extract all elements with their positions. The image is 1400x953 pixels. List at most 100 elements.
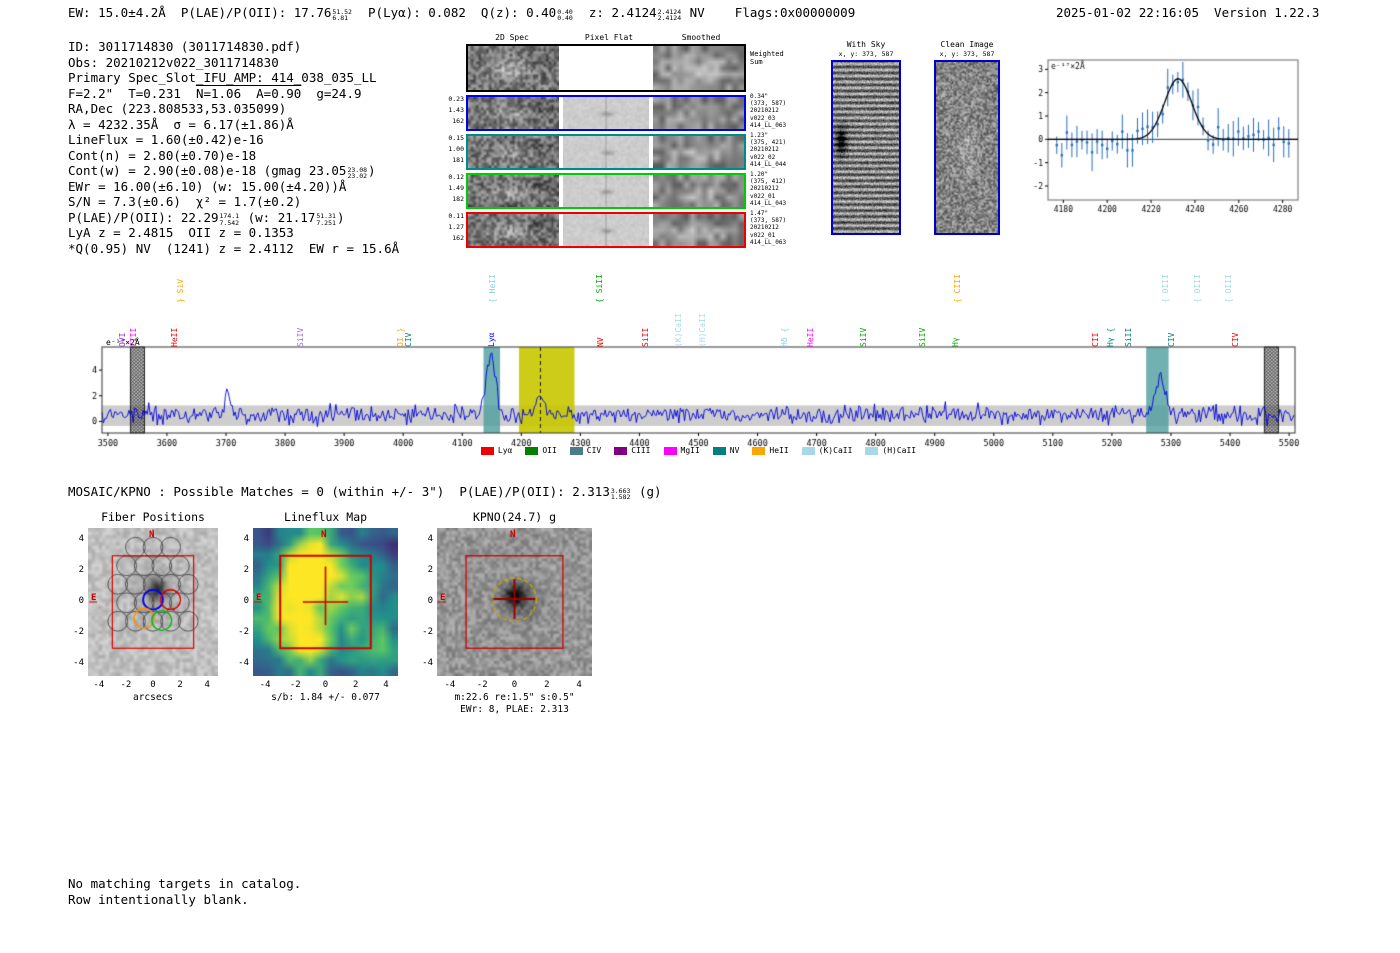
x-axis-tick-label: -4 — [444, 680, 456, 690]
pixel-flat-cutout — [563, 175, 649, 207]
x-axis-tick-label: 2 — [544, 680, 550, 690]
spectral-line-label: Lyα — [486, 332, 496, 347]
fiber-weight-value: 0.23 — [448, 95, 464, 103]
spectral-line-label: SiII — [641, 327, 651, 347]
legend-label: NV — [729, 446, 740, 455]
spectral-line-label: { SiII — [595, 274, 605, 303]
info-line: RA,Dec (223.808533,53.035099) — [68, 101, 399, 117]
text-segment: ) — [336, 209, 345, 225]
y-axis-tick-label: -2 — [422, 626, 433, 637]
fiber-id-line: 20210212 — [750, 107, 779, 115]
fiber-id-line: 414_LL_063 — [750, 238, 787, 246]
fiber-id-line: 1.23" — [750, 132, 769, 139]
header-datetime: 2025-01-02 22:16:05 Version 1.22.3 — [1056, 5, 1320, 20]
range-high: 2.4124 — [657, 7, 682, 16]
spectral-line-label: CIV — [1230, 332, 1240, 347]
value-range: 51.31 7.251 — [316, 213, 336, 226]
footer-line: No matching targets in catalog. — [68, 876, 302, 891]
lineflux-map-title: Lineflux Map — [283, 510, 368, 524]
spectral-line-label: { OIII — [1223, 274, 1233, 303]
spectral-line-label: CIII — [128, 327, 138, 347]
legend-swatch — [525, 446, 539, 455]
with-sky-panel — [831, 60, 901, 235]
kpno-east-label: E — [440, 593, 446, 603]
spectral-line-label: OVI — [118, 332, 128, 347]
spectral-line-label: SiII — [1124, 327, 1134, 347]
spectral-line-label: Hγ { — [1105, 327, 1115, 347]
info-line: *Q(0.95) NV (1241) z = 2.4112 EW r = 15.… — [68, 241, 399, 257]
y-axis-tick-label: -2 — [238, 626, 249, 637]
text-segment: EWr = 16.00(±6.10) (w: 15.00(±4.20))Å — [68, 178, 347, 194]
y-axis-tick-label: 4 — [243, 534, 249, 545]
spectral-line-label: SiIV — [917, 327, 927, 347]
kpno-xlabel2: EWr: 8, PLAE: 2.313 — [460, 704, 569, 715]
line-fit-plot — [1020, 52, 1305, 224]
fiber-weight-value: 1.43 — [448, 106, 464, 114]
header-stats: EW: 15.0±4.2Å P(LAE)/P(OII): 17.76 51.52 6… — [68, 5, 855, 22]
spectral-line-label: HeII — [805, 327, 815, 347]
range-high: 51.52 — [332, 7, 352, 16]
spectral-line-label: { OIII — [1192, 274, 1202, 303]
spectral-line-label: CIV — [1166, 332, 1176, 347]
range-high: 0.40 — [557, 7, 573, 16]
range-high: 23.08 — [347, 165, 368, 174]
range-low: 7.542 — [219, 218, 240, 227]
text-segment: g=24.9 — [301, 85, 362, 101]
legend-label: OII — [542, 446, 557, 455]
legend-item: (H)CaII — [865, 446, 916, 455]
range-high: 3.663 — [610, 486, 631, 495]
fiber-row-right-labels: 0.34" (373, 587) 20210212 v022_03 414_LL_063 — [750, 93, 786, 129]
spectrum-unit-label: e⁻¹⁷×2Å — [106, 338, 140, 347]
text-segment: P(Lyα): 0.082 Q(z): 0.40 — [352, 5, 557, 20]
fiber-id-line: v022_01 — [750, 231, 776, 239]
legend-item: HeII — [752, 446, 789, 455]
fiber-id-line: 1.20" — [750, 171, 769, 178]
text-segment: N=1.06 A=0.90 — [195, 85, 302, 101]
smoothed-cutout — [653, 97, 744, 129]
legend-label: HeII — [769, 446, 789, 455]
fiber-weight-value: 1.00 — [448, 145, 464, 153]
legend-label: (H)CaII — [882, 446, 917, 455]
smoothed-cutout — [653, 136, 744, 168]
fiber-id-line: (375, 412) — [750, 178, 787, 186]
x-axis-tick-label: -2 — [476, 680, 488, 690]
x-axis-tick-label: 2 — [352, 680, 359, 690]
text-segment: LyA z = 2.4815 OII z = 0.1353 — [68, 225, 294, 240]
y-axis-tick-label: -4 — [422, 657, 433, 668]
spectral-line-label: } SiV — [175, 278, 185, 303]
spectral-line-label: { OIII — [1161, 274, 1171, 303]
text-segment: F=2.2" T=0.231 — [68, 85, 196, 101]
fiber-row-left-labels: 0.12 1.49 182 — [420, 172, 464, 205]
legend-label: Lyα — [497, 446, 513, 455]
legend-item: CIII — [614, 446, 651, 455]
info-line: P(LAE)/P(OII): 22.29 174.1 7.542 (w: 21.17… — [68, 210, 399, 226]
legend-item: MgII — [663, 446, 700, 455]
clean-image-title: Clean Image — [940, 40, 994, 49]
y-axis-tick-label: -4 — [73, 657, 84, 668]
smoothed-cutout — [653, 46, 744, 90]
catalog-match-note: No matching targets in catalog. Row inten… — [68, 876, 301, 907]
text-segment: P(LAE)/P(OII): 22.29 — [68, 209, 219, 225]
x-axis-tick-label: 4 — [204, 680, 210, 690]
clean-image-panel — [934, 60, 1000, 235]
x-axis-tick-label: 2 — [177, 680, 183, 690]
spectral-line-label: { HeII — [487, 274, 497, 303]
y-axis-tick-label: 0 — [243, 596, 249, 606]
fiber-id-line: 20210212 — [750, 146, 779, 154]
fiber-weight-value: 182 — [452, 195, 464, 203]
value-range: 51.52 6.81 — [332, 7, 352, 22]
fiber-east-label: E — [91, 593, 97, 603]
fiber-id-line: 414_LL_063 — [750, 121, 787, 129]
fiber-cutout-strip — [466, 212, 746, 248]
value-range: 0.40 0.40 — [557, 7, 573, 22]
fiber-weight-value: 181 — [452, 156, 464, 164]
x-axis-tick-label: 0 — [150, 680, 156, 690]
2d-spec-cutout — [468, 136, 559, 168]
fiber-weight-value: 1.27 — [448, 223, 464, 231]
pixel-flat-cutout — [563, 97, 649, 129]
text-segment: MOSAIC/KPNO : Possible Matches = 0 (with… — [68, 484, 610, 499]
info-line: ID: 3011714830 (3011714830.pdf) — [68, 39, 399, 55]
text-segment: λ = 4232.35Å σ = 6.17(±1.86)Å — [68, 116, 294, 132]
legend-swatch — [712, 446, 726, 455]
fiber-xlabel: arcsecs — [132, 692, 174, 703]
